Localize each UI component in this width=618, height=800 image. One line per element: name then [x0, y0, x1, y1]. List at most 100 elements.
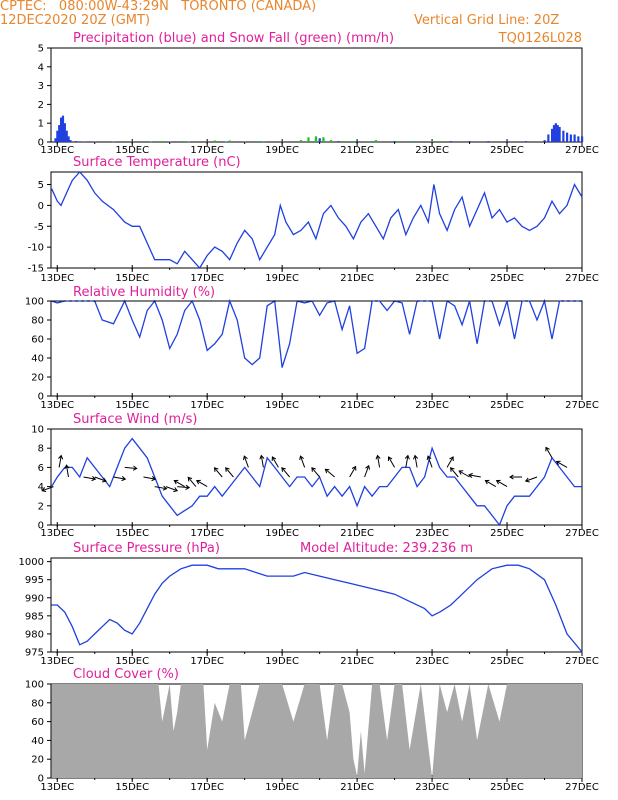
precip-bar-blue	[337, 141, 340, 142]
precip-bar-blue	[552, 125, 556, 142]
pressure-xtick-label: 13DEC	[40, 656, 74, 667]
cloud-ytick-label: 20	[31, 755, 44, 766]
wind-arrow-head	[225, 467, 230, 472]
precip-ytick-label: 4	[38, 62, 44, 73]
wind-arrow-head	[555, 460, 561, 466]
wind-arrow-head	[509, 474, 514, 480]
temp-xtick-label: 17DEC	[190, 273, 224, 284]
wind-arrow-head	[173, 487, 179, 493]
precip-xtick-label: 25DEC	[490, 145, 524, 156]
cloud-title: Cloud Cover (%)	[73, 667, 179, 682]
precip-bar-blue	[524, 141, 527, 142]
wind-arrow-shaft	[458, 470, 470, 478]
wind-arrow-head	[91, 476, 97, 482]
temp-xtick-label: 19DEC	[265, 273, 299, 284]
precip-bar-green	[322, 137, 325, 142]
pressure-annotation: Model Altitude: 239.236 m	[300, 541, 473, 556]
precip-bar-blue	[69, 140, 72, 142]
pressure-ytick-label: 995	[25, 575, 44, 586]
wind-series-line	[51, 437, 582, 527]
header-location: CPTEC: 080:00W-43:29N TORONTO (CANADA)	[0, 0, 317, 14]
precip-bar-blue	[63, 123, 66, 142]
precip-bar-blue	[468, 141, 471, 142]
precip-bar-blue	[449, 141, 453, 142]
cloud-xtick-label: 19DEC	[265, 782, 299, 793]
cloud-xtick-label: 17DEC	[190, 782, 224, 793]
rh-xtick-label: 21DEC	[340, 400, 374, 411]
precip-xtick-label: 15DEC	[115, 145, 149, 156]
wind-arrow-shaft	[496, 480, 508, 488]
wind-arrow-shaft	[414, 455, 418, 468]
wind-arrow-shaft	[65, 465, 69, 478]
wind-arrow-shaft	[42, 486, 54, 492]
wind-arrow-shaft	[450, 467, 459, 478]
wind-arrow-head	[450, 467, 455, 472]
wind-xtick-label: 21DEC	[340, 528, 374, 539]
pressure-xtick-label: 17DEC	[190, 656, 224, 667]
precip-bar-green	[183, 141, 186, 142]
rh-series-line	[51, 298, 582, 368]
rh-xtick-label: 27DEC	[565, 400, 599, 411]
temp-ytick-label: -10	[28, 243, 44, 254]
cloud-xtick-label: 27DEC	[565, 782, 599, 793]
wind-arrow-shaft	[281, 467, 291, 478]
precip-bar-green	[213, 140, 216, 142]
wind-arrow-head	[132, 465, 138, 471]
pressure-xtick-label: 19DEC	[265, 656, 299, 667]
wind-arrow-shaft	[311, 467, 321, 478]
wind-arrow-head	[41, 487, 47, 493]
wind-arrow-shaft	[143, 476, 156, 480]
wind-arrow-shaft	[243, 455, 249, 468]
wind-arrow-head	[413, 454, 419, 460]
wind-arrow-shaft	[427, 455, 433, 468]
header-code: TQ0126L028	[498, 31, 582, 46]
wind-arrow-shaft	[545, 447, 553, 459]
wind-arrow-shaft	[113, 476, 126, 480]
precip-bar-green	[161, 141, 164, 142]
temp-ytick-label: -5	[34, 222, 44, 233]
precip-ytick-label: 2	[38, 100, 44, 111]
rh-ytick-label: 60	[31, 335, 44, 346]
wind-arrow-head	[495, 479, 501, 485]
rh-ytick-label: 40	[31, 354, 44, 365]
precip-bar-blue	[577, 136, 580, 142]
wind-arrow-head	[259, 454, 265, 460]
wind-arrow-head	[101, 477, 107, 483]
temp-xtick-label: 23DEC	[415, 273, 449, 284]
precip-bar-blue	[281, 141, 284, 143]
wind-xtick-label: 17DEC	[190, 528, 224, 539]
wind-xtick-label: 23DEC	[415, 528, 449, 539]
pressure-title: Surface Pressure (hPa)	[73, 541, 220, 556]
pressure-xtick-label: 27DEC	[565, 656, 599, 667]
precip-bar-green	[153, 141, 156, 142]
wind-arrow-shaft	[225, 467, 234, 478]
precip-bar-blue	[487, 141, 490, 142]
precip-bar-blue	[206, 141, 209, 143]
precip-bar-blue	[554, 123, 557, 142]
wind-arrow-shaft	[214, 467, 223, 478]
precip-ytick-label: 3	[38, 81, 44, 92]
precip-ytick-label: 0	[38, 138, 44, 149]
wind-arrow-head	[484, 479, 490, 485]
cloud-xtick-label: 23DEC	[415, 782, 449, 793]
wind-arrow-shaft	[174, 480, 185, 488]
temp-xtick-label: 15DEC	[115, 273, 149, 284]
precip-bar-green	[397, 141, 400, 142]
pressure-xtick-label: 23DEC	[415, 656, 449, 667]
temp-title: Surface Temperature (nC)	[73, 155, 241, 170]
precip-bar-green	[307, 137, 310, 142]
precip-bar-blue	[556, 125, 559, 142]
precip-bar-blue	[187, 141, 190, 143]
precip-bar-green	[367, 141, 370, 142]
precip-ytick-label: 5	[38, 44, 44, 55]
cloud-ytick-label: 40	[31, 736, 44, 747]
wind-arrow-head	[324, 468, 330, 474]
precip-title: Precipitation (blue) and Snow Fall (gree…	[73, 31, 394, 46]
wind-arrow-shaft	[468, 474, 481, 478]
pressure-ytick-label: 990	[25, 593, 44, 604]
precip-bar-green	[431, 141, 434, 142]
precip-bar-blue	[67, 136, 70, 142]
cloud-ytick-label: 100	[25, 680, 44, 691]
wind-arrow-head	[299, 455, 305, 461]
precip-bar-blue	[60, 117, 63, 142]
